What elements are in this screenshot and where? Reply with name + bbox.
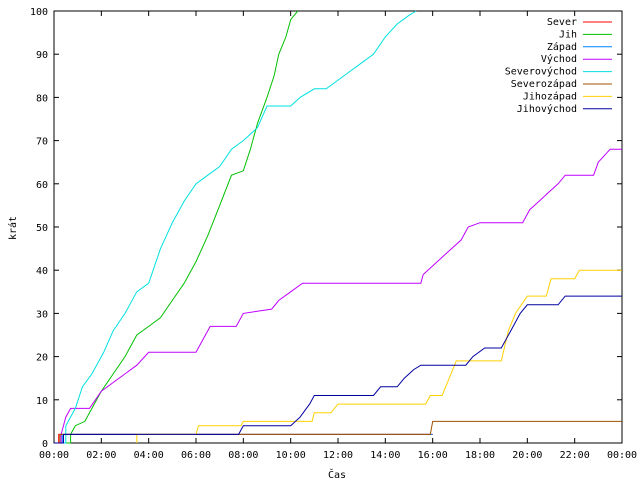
y-tick-label: 100 [30, 7, 48, 18]
x-tick-label: 08:00 [228, 450, 258, 461]
y-tick-label: 50 [36, 223, 48, 234]
y-tick-label: 20 [36, 353, 48, 364]
y-tick-label: 80 [36, 93, 48, 104]
legend-label: Jihozápad [523, 90, 577, 102]
y-tick-label: 10 [36, 396, 48, 407]
series-line [54, 10, 299, 444]
x-tick-label: 14:00 [370, 450, 400, 461]
x-tick-label: 16:00 [418, 450, 448, 461]
x-tick-label: 00:00 [607, 450, 637, 461]
legend-label: Východ [541, 53, 577, 65]
x-tick-label: 00:00 [39, 450, 69, 461]
series-line [54, 295, 622, 444]
series-line [136, 269, 622, 443]
y-tick-label: 40 [36, 266, 48, 277]
legend-label: Severovýchod [505, 66, 577, 78]
x-axis-label: Čas [328, 468, 346, 480]
series-line [54, 148, 622, 444]
x-tick-label: 22:00 [560, 450, 590, 461]
x-tick-label: 12:00 [323, 450, 353, 461]
legend-label: Jih [559, 29, 577, 40]
x-tick-label: 06:00 [181, 450, 211, 461]
series-line [54, 10, 417, 444]
y-tick-label: 60 [36, 180, 48, 191]
x-tick-label: 20:00 [512, 450, 542, 461]
y-tick-label: 0 [42, 439, 48, 450]
y-tick-label: 90 [36, 50, 48, 61]
legend-label: Západ [547, 41, 577, 53]
y-axis-label: krát [7, 216, 19, 240]
y-tick-label: 30 [36, 309, 48, 320]
x-tick-label: 04:00 [134, 450, 164, 461]
legend-label: Severozápad [511, 78, 577, 90]
legend-label: Jihovýchod [517, 103, 577, 115]
x-tick-label: 02:00 [86, 450, 116, 461]
y-tick-label: 70 [36, 137, 48, 148]
x-tick-label: 10:00 [276, 450, 306, 461]
x-tick-label: 18:00 [465, 450, 495, 461]
legend-label: Sever [547, 17, 577, 28]
